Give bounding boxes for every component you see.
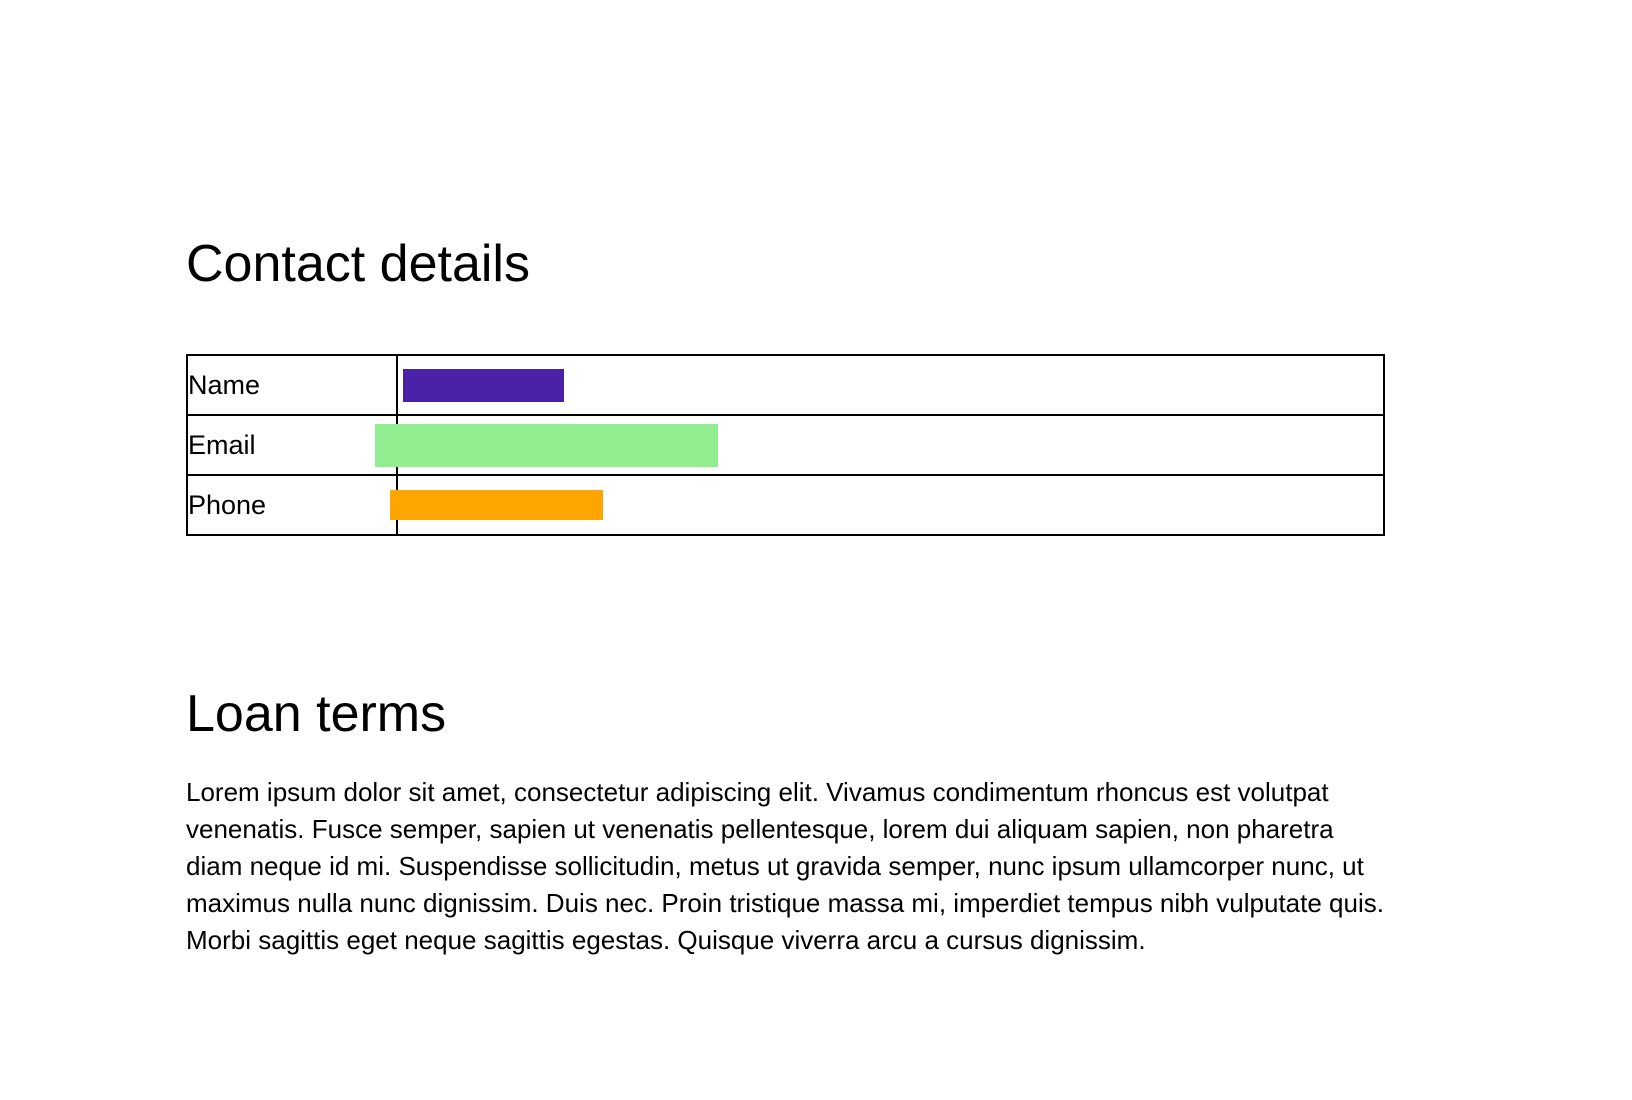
email-redaction-bar bbox=[375, 423, 718, 467]
table-row-phone: Phone bbox=[186, 474, 1385, 536]
email-value-wrapper bbox=[375, 416, 1383, 474]
table-row-email: Email bbox=[186, 414, 1385, 476]
phone-redaction-bar bbox=[390, 490, 603, 520]
name-value-cell bbox=[396, 354, 1385, 416]
loan-terms-paragraph: Lorem ipsum dolor sit amet, consectetur … bbox=[186, 777, 1384, 955]
name-redaction-bar bbox=[403, 368, 564, 402]
name-label: Name bbox=[186, 354, 398, 416]
phone-value-cell bbox=[390, 474, 1385, 536]
phone-label: Phone bbox=[186, 474, 398, 536]
loan-terms-heading: Loan terms bbox=[186, 685, 447, 743]
name-value-wrapper bbox=[398, 356, 1383, 414]
phone-value-wrapper bbox=[390, 476, 1383, 534]
email-label: Email bbox=[186, 414, 398, 476]
table-row-name: Name bbox=[186, 354, 1385, 416]
email-value-cell bbox=[375, 414, 1385, 476]
document-content: Contact details Name Email bbox=[186, 235, 1390, 959]
contact-details-table: Name Email Phone bbox=[186, 354, 1385, 536]
loan-terms-section: Loan terms Lorem ipsum dolor sit amet, c… bbox=[186, 688, 1390, 959]
contact-details-heading: Contact details bbox=[186, 235, 530, 293]
